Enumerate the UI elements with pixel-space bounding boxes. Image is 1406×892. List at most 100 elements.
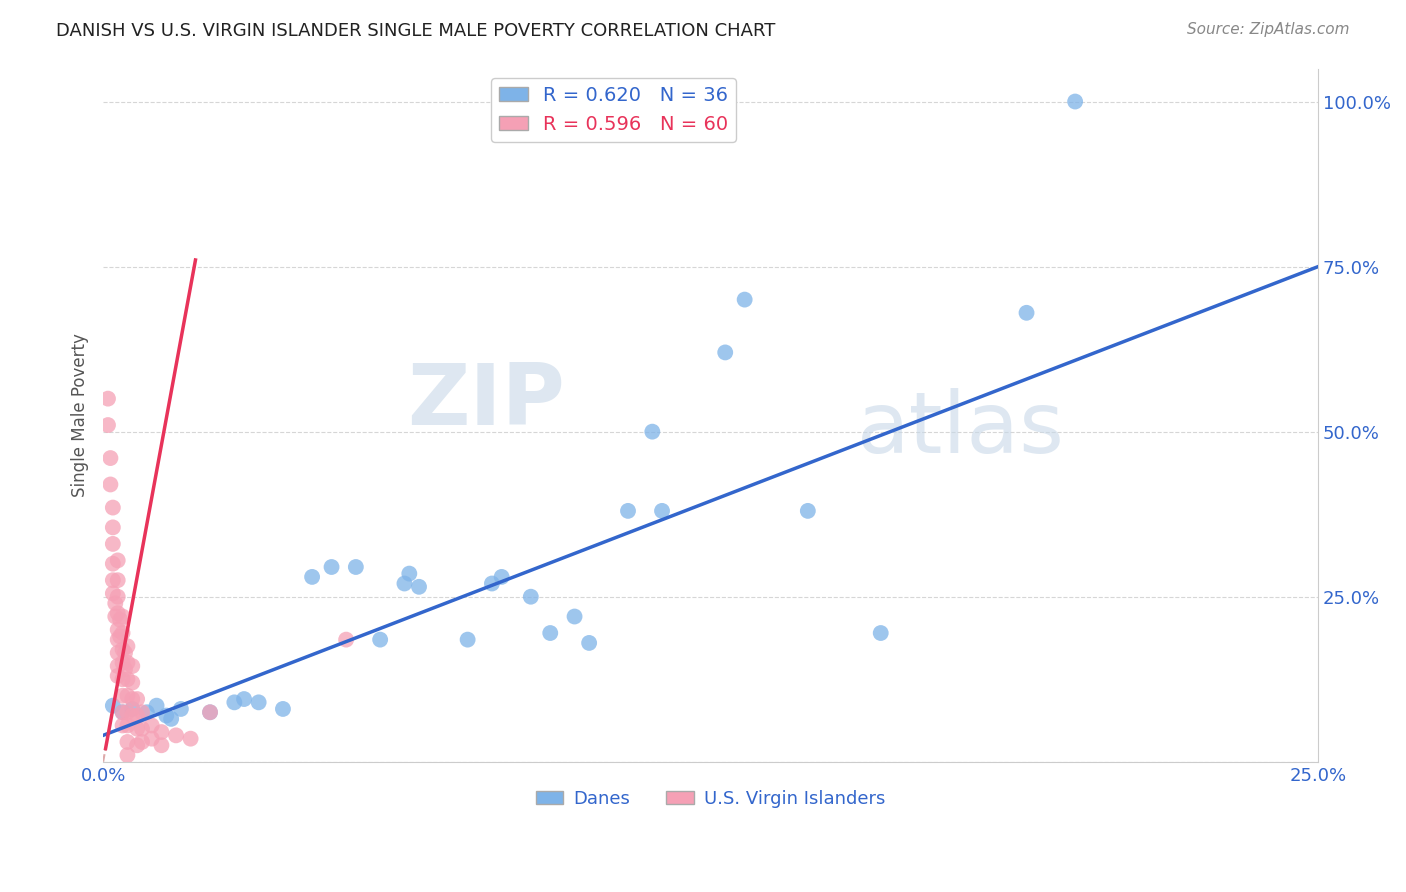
- Point: [150, 739, 173, 753]
- Point: [100, 451, 122, 466]
- Point: [111, 626, 134, 640]
- Point: [457, 632, 479, 647]
- Point: [97, 418, 120, 433]
- Point: [107, 623, 129, 637]
- Point: [108, 629, 131, 643]
- Point: [101, 573, 124, 587]
- Point: [101, 698, 124, 713]
- Point: [520, 590, 543, 604]
- Point: [145, 698, 167, 713]
- Point: [165, 728, 187, 742]
- Point: [198, 705, 221, 719]
- Point: [135, 705, 157, 719]
- Point: [617, 504, 640, 518]
- Point: [114, 646, 136, 660]
- Point: [101, 557, 124, 571]
- Point: [111, 642, 134, 657]
- Point: [321, 560, 343, 574]
- Point: [111, 672, 134, 686]
- Point: [111, 689, 134, 703]
- Point: [233, 692, 256, 706]
- Point: [107, 646, 129, 660]
- Point: [117, 735, 139, 749]
- Point: [117, 639, 139, 653]
- Point: [408, 580, 430, 594]
- Point: [101, 586, 124, 600]
- Point: [108, 613, 131, 627]
- Point: [101, 520, 124, 534]
- Point: [127, 708, 149, 723]
- Text: ZIP: ZIP: [408, 359, 565, 442]
- Point: [344, 560, 367, 574]
- Point: [641, 425, 664, 439]
- Point: [117, 748, 139, 763]
- Point: [1064, 95, 1087, 109]
- Y-axis label: Single Male Poverty: Single Male Poverty: [72, 334, 89, 497]
- Point: [578, 636, 600, 650]
- Point: [170, 702, 193, 716]
- Point: [97, 392, 120, 406]
- Point: [117, 689, 139, 703]
- Point: [107, 573, 129, 587]
- Point: [121, 675, 143, 690]
- Point: [111, 705, 134, 719]
- Point: [198, 705, 221, 719]
- Point: [1015, 306, 1038, 320]
- Point: [107, 659, 129, 673]
- Point: [714, 345, 737, 359]
- Point: [104, 609, 127, 624]
- Point: [114, 662, 136, 676]
- Point: [107, 606, 129, 620]
- Point: [107, 632, 129, 647]
- Point: [101, 537, 124, 551]
- Point: [491, 570, 513, 584]
- Point: [481, 576, 503, 591]
- Point: [107, 669, 129, 683]
- Text: DANISH VS U.S. VIRGIN ISLANDER SINGLE MALE POVERTY CORRELATION CHART: DANISH VS U.S. VIRGIN ISLANDER SINGLE MA…: [56, 22, 776, 40]
- Point: [271, 702, 294, 716]
- Point: [150, 725, 173, 739]
- Point: [117, 656, 139, 670]
- Point: [538, 626, 561, 640]
- Point: [121, 659, 143, 673]
- Point: [734, 293, 756, 307]
- Point: [121, 708, 143, 723]
- Point: [117, 672, 139, 686]
- Point: [797, 504, 820, 518]
- Point: [155, 708, 177, 723]
- Point: [121, 692, 143, 706]
- Point: [301, 570, 323, 584]
- Point: [564, 609, 586, 624]
- Point: [141, 731, 163, 746]
- Point: [111, 718, 134, 732]
- Point: [111, 656, 134, 670]
- Point: [111, 705, 134, 719]
- Point: [131, 722, 153, 736]
- Point: [127, 692, 149, 706]
- Point: [247, 695, 270, 709]
- Point: [107, 553, 129, 567]
- Point: [335, 632, 357, 647]
- Text: atlas: atlas: [856, 387, 1064, 470]
- Point: [131, 735, 153, 749]
- Point: [101, 500, 124, 515]
- Point: [224, 695, 246, 709]
- Point: [121, 702, 143, 716]
- Point: [104, 596, 127, 610]
- Point: [398, 566, 420, 581]
- Point: [117, 718, 139, 732]
- Point: [117, 705, 139, 719]
- Point: [394, 576, 416, 591]
- Text: Source: ZipAtlas.com: Source: ZipAtlas.com: [1187, 22, 1350, 37]
- Point: [100, 477, 122, 491]
- Point: [131, 705, 153, 719]
- Point: [107, 590, 129, 604]
- Point: [127, 722, 149, 736]
- Point: [141, 718, 163, 732]
- Point: [180, 731, 202, 746]
- Point: [111, 609, 134, 624]
- Point: [127, 739, 149, 753]
- Point: [651, 504, 673, 518]
- Point: [368, 632, 391, 647]
- Point: [160, 712, 183, 726]
